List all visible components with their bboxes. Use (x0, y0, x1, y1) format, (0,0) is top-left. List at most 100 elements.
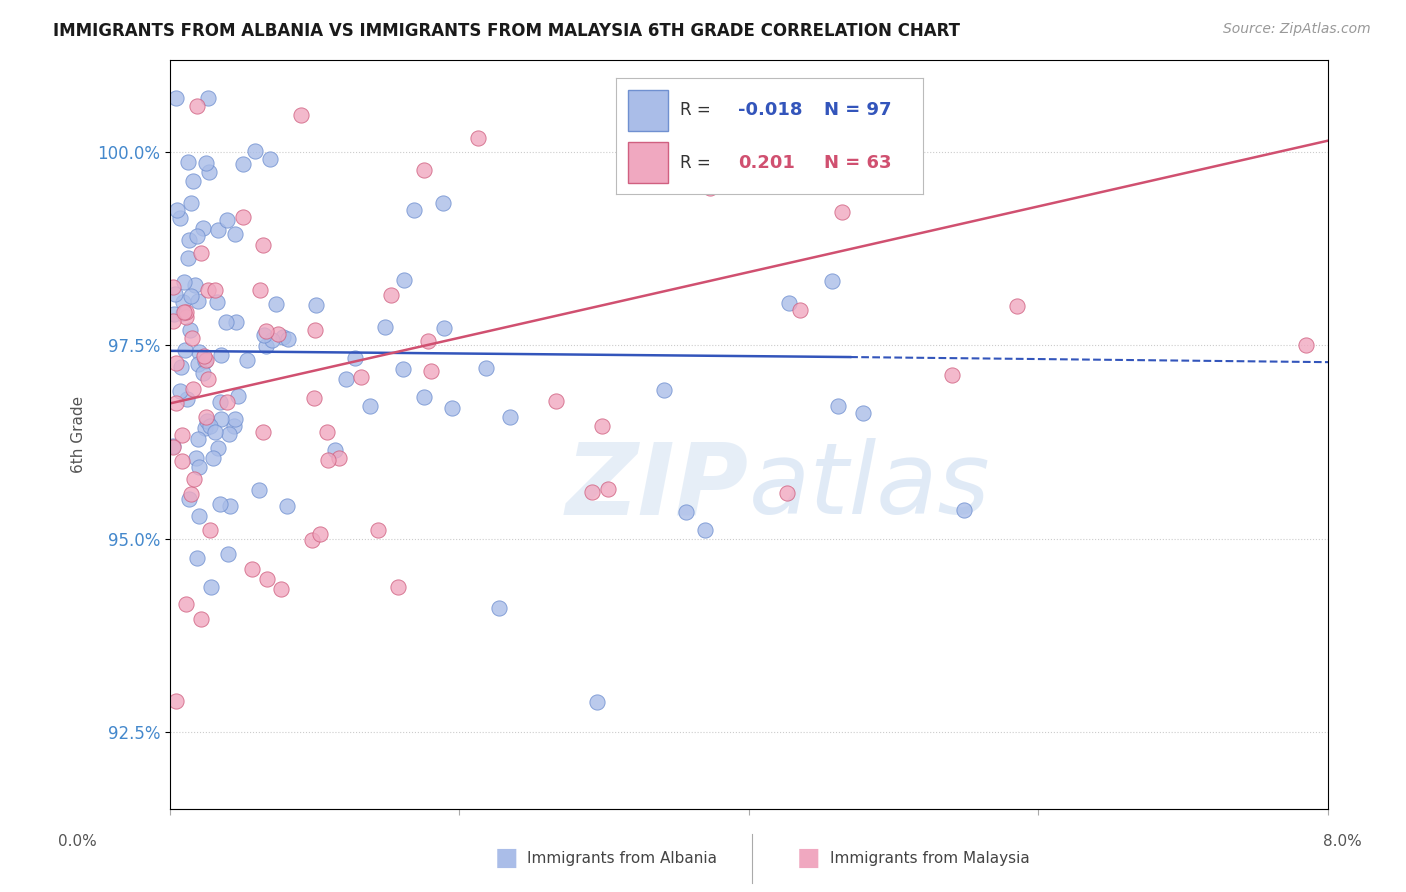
Point (335, 372, 357, 386)
Point (190, 612, 212, 626)
Text: 0.0%: 0.0% (58, 834, 97, 849)
Point (180, 289, 202, 303)
Point (290, 108, 312, 122)
Point (165, 356, 187, 370)
Point (163, 307, 186, 321)
Point (224, 227, 246, 241)
Point (162, 439, 184, 453)
Point (184, 450, 207, 465)
Point (204, 425, 226, 439)
Point (208, 395, 231, 409)
Point (308, 527, 330, 541)
Point (315, 425, 337, 439)
Point (830, 99, 852, 113)
Point (162, 440, 184, 454)
Point (193, 421, 215, 435)
Point (404, 202, 426, 217)
Point (193, 366, 215, 380)
Point (544, 393, 567, 408)
Point (778, 296, 800, 310)
Point (367, 523, 389, 537)
Point (416, 334, 439, 348)
Point (420, 364, 443, 378)
Point (316, 453, 339, 467)
Point (277, 332, 299, 346)
Point (176, 154, 198, 169)
Point (264, 297, 287, 311)
Point (254, 324, 277, 338)
Point (226, 389, 249, 403)
Point (197, 91, 219, 105)
Point (374, 319, 396, 334)
Point (252, 425, 274, 439)
Point (173, 305, 195, 319)
Point (173, 343, 195, 357)
Point (432, 195, 454, 210)
Point (953, 503, 976, 517)
Point (207, 442, 229, 456)
Point (176, 392, 198, 407)
Point (207, 223, 229, 237)
Text: IMMIGRANTS FROM ALBANIA VS IMMIGRANTS FROM MALAYSIA 6TH GRADE CORRELATION CHART: IMMIGRANTS FROM ALBANIA VS IMMIGRANTS FR… (53, 22, 960, 40)
Point (215, 394, 238, 409)
Point (179, 323, 201, 337)
Point (194, 353, 217, 368)
Text: Source: ZipAtlas.com: Source: ZipAtlas.com (1223, 22, 1371, 37)
Point (174, 310, 197, 325)
Y-axis label: 6th Grade: 6th Grade (72, 396, 86, 473)
Point (343, 351, 366, 365)
Point (253, 328, 276, 343)
Point (392, 362, 415, 376)
Point (359, 399, 381, 413)
Point (380, 288, 402, 302)
Point (187, 460, 209, 475)
Point (596, 482, 619, 496)
Text: Immigrants from Albania: Immigrants from Albania (527, 851, 717, 865)
Point (218, 426, 240, 441)
Point (166, 202, 188, 217)
Point (165, 91, 187, 105)
Point (174, 597, 197, 611)
Text: atlas: atlas (749, 438, 990, 535)
Point (699, 181, 721, 195)
Point (170, 454, 193, 468)
Point (240, 561, 263, 575)
Point (224, 419, 246, 434)
Point (187, 293, 209, 308)
Point (198, 419, 221, 434)
Point (259, 152, 281, 166)
Point (184, 278, 207, 293)
Point (215, 213, 238, 227)
Point (433, 321, 456, 335)
Point (301, 533, 323, 547)
Point (232, 157, 254, 171)
Point (170, 428, 193, 442)
Point (254, 338, 277, 352)
Point (190, 245, 212, 260)
Point (821, 274, 844, 288)
Point (170, 360, 193, 375)
Point (249, 283, 271, 297)
Point (172, 294, 194, 309)
Point (209, 412, 232, 426)
Point (350, 370, 373, 384)
Point (305, 297, 328, 311)
Point (177, 251, 200, 265)
Point (174, 305, 197, 319)
Point (172, 306, 194, 320)
Point (467, 130, 489, 145)
Point (180, 486, 202, 500)
Point (232, 211, 254, 225)
Point (187, 357, 209, 371)
Point (197, 283, 219, 297)
Point (165, 396, 187, 410)
Point (197, 371, 219, 385)
Point (328, 451, 350, 466)
Point (165, 694, 187, 708)
Point (177, 491, 200, 506)
Point (392, 273, 415, 287)
Point (194, 410, 217, 425)
Point (197, 165, 219, 179)
Point (260, 333, 283, 347)
Point (236, 352, 259, 367)
